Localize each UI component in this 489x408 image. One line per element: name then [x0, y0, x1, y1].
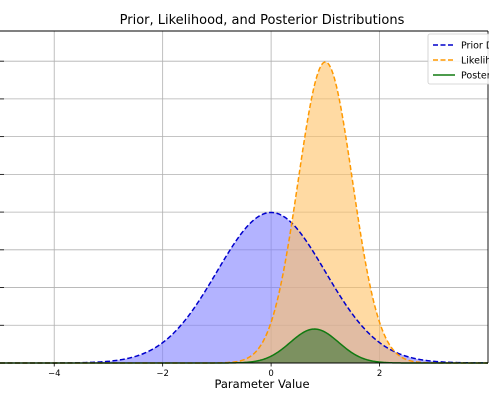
series-line-1	[0, 61, 488, 364]
series-area-1	[0, 61, 488, 363]
legend-entry: Prior Distribution	[461, 41, 489, 52]
legend: Prior Distribution Likelihood Posterior	[427, 33, 489, 85]
series-area-0	[0, 212, 488, 363]
axes	[0, 30, 489, 364]
legend-box	[427, 33, 489, 85]
chart-title: Prior, Likelihood, and Posterior Distrib…	[120, 13, 405, 28]
x-tick-label: −2	[156, 369, 169, 379]
x-ticks: −4 −2 0 2	[48, 363, 382, 379]
legend-entry: Likelihood	[461, 56, 489, 67]
series-line-0	[0, 211, 489, 364]
x-tick-label: 2	[377, 369, 382, 379]
x-axis-label: Parameter Value	[214, 377, 309, 391]
x-tick-label: −4	[48, 369, 61, 379]
x-tick-label: 0	[268, 369, 273, 379]
legend-entry: Posterior	[461, 71, 489, 82]
series-areas	[0, 61, 488, 363]
